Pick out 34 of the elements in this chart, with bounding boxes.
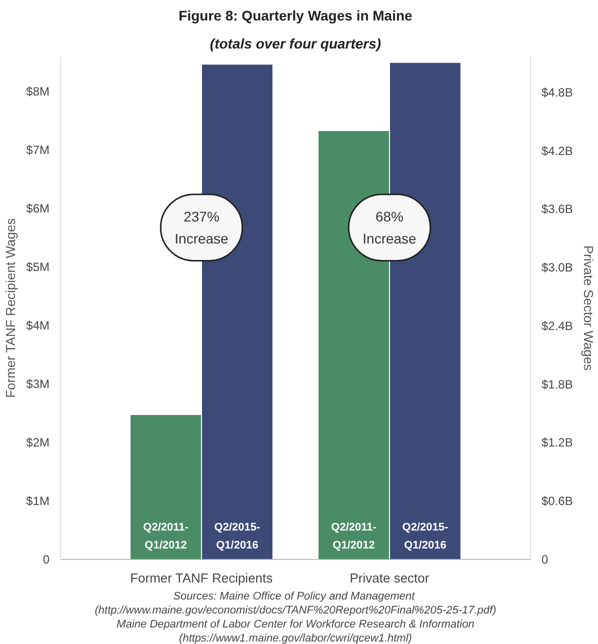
x-tick-label: Private sector [350, 570, 430, 586]
y2-tick-label: $4.2B [542, 144, 573, 158]
chart-title: Figure 8: Quarterly Wages in Maine [178, 8, 413, 24]
y2-tick-label: $2.4B [542, 319, 573, 333]
y2-tick-label: $3.6B [542, 202, 573, 216]
series-label: Q2/2011-Q1/2012 [331, 522, 377, 552]
x-tick-label: Former TANF Recipients [130, 570, 274, 586]
y-tick-label: $6M [26, 202, 50, 216]
source-note: Sources: Maine Office of Policy and Management [173, 590, 416, 602]
y-tick-label: $7M [26, 143, 50, 158]
annotation: 68% Increase [362, 208, 417, 247]
y-tick-label: $5M [26, 260, 50, 274]
y2-axis-title: Private Sector Wages [580, 245, 596, 372]
y-tick-label: $8M [26, 84, 50, 99]
y-tick-label: $1M [26, 494, 50, 508]
text: (http://www.maine.gov/economist/docs/TANF%20Report%20Final%205-25-17.pdf) [94, 604, 497, 616]
y-tick-label: $2M [26, 436, 50, 450]
series-label: Q2/2011-Q1/2012 [143, 522, 189, 552]
y2-tick-label: 0 [542, 552, 548, 566]
annotation: 237% Increase [174, 208, 229, 247]
y-axis-title: Former TANF Recipient Wages [3, 218, 18, 398]
y2-tick-label: $0.6B [542, 494, 573, 508]
y2-tick-label: $1.8B [542, 377, 573, 392]
series-label: Q2/2015-Q1/2016 [402, 522, 448, 552]
text: Maine Department of Labor Center for Workforce Research & Information [116, 618, 474, 630]
y-tick-label: $3M [26, 377, 50, 392]
y-tick-label: $4M [26, 318, 50, 333]
text: (https://www1.maine.gov/labor/cwri/qcew1.html) [179, 632, 412, 644]
y-tick-label: 0 [42, 552, 50, 566]
y2-tick-label: $1.2B [542, 436, 573, 450]
y2-tick-label: $3.0B [542, 260, 573, 275]
chart-subtitle: (totals over four quarters) [210, 36, 382, 52]
y2-tick-label: $4.8B [542, 86, 573, 100]
series-label: Q2/2015-Q1/2016 [214, 522, 260, 552]
